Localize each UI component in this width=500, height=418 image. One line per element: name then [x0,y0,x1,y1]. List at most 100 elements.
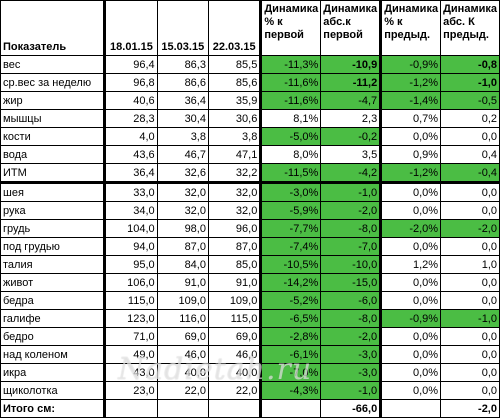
cell-indicator[interactable]: бедро [0,327,107,346]
cell-pct-prev[interactable]: 0,7% [380,109,442,128]
total-empty[interactable] [104,399,158,418]
cell-date-3[interactable]: 85,6 [207,73,263,92]
cell-abs-prev[interactable]: 1,0 [440,255,500,274]
cell-pct-prev[interactable]: -1,2% [380,163,442,183]
cell-indicator[interactable]: ср.вес за неделю [0,73,107,92]
cell-abs-first[interactable]: -4,2 [320,163,383,183]
cell-pct-prev[interactable]: 1,2% [380,255,442,274]
header-date-1[interactable]: 18.01.15 [104,0,158,56]
cell-abs-prev[interactable]: 0,0 [440,381,500,400]
cell-abs-prev[interactable]: 0,0 [440,201,500,220]
cell-date-1[interactable]: 115,0 [104,291,158,310]
cell-pct-first[interactable]: -5,0% [260,127,322,146]
cell-abs-first[interactable]: -0,2 [320,127,383,146]
cell-date-1[interactable]: 106,0 [104,273,158,292]
cell-abs-prev[interactable]: 0,0 [440,181,500,202]
header-abs-first[interactable]: Динамика абс.к первой [320,0,383,56]
cell-date-2[interactable]: 98,0 [156,219,209,238]
cell-indicator[interactable]: икра [0,363,107,382]
cell-date-3[interactable]: 85,0 [207,255,263,274]
cell-abs-prev[interactable]: 0,0 [440,273,500,292]
cell-pct-first[interactable]: 8,1% [260,109,322,128]
header-date-3[interactable]: 22.03.15 [207,0,263,56]
cell-date-2[interactable]: 30,4 [156,109,209,128]
cell-pct-prev[interactable]: 0,9% [380,145,442,164]
header-pct-prev[interactable]: Динамика % к предыд. [380,0,442,56]
cell-abs-first[interactable]: -2,0 [320,327,383,346]
cell-abs-prev[interactable]: -1,0 [440,73,500,92]
cell-indicator[interactable]: щиколотка [0,381,107,400]
cell-abs-first[interactable]: -8,0 [320,309,383,328]
total-empty[interactable] [260,399,322,418]
cell-abs-first[interactable]: -11,2 [320,73,383,92]
cell-pct-first[interactable]: -5,9% [260,201,322,220]
cell-date-2[interactable]: 116,0 [156,309,209,328]
cell-indicator[interactable]: рука [0,201,107,220]
cell-abs-first[interactable]: -4,7 [320,91,383,110]
cell-pct-prev[interactable]: -0,9% [380,55,442,74]
cell-date-3[interactable]: 115,0 [207,309,263,328]
cell-date-2[interactable]: 84,0 [156,255,209,274]
cell-date-3[interactable]: 22,0 [207,381,263,400]
cell-pct-first[interactable]: -11,6% [260,73,322,92]
cell-date-3[interactable]: 35,9 [207,91,263,110]
cell-pct-first[interactable]: -3,0% [260,181,322,202]
cell-date-2[interactable]: 86,6 [156,73,209,92]
cell-date-1[interactable]: 96,8 [104,73,158,92]
cell-pct-first[interactable]: -5,2% [260,291,322,310]
cell-date-3[interactable]: 3,8 [207,127,263,146]
cell-pct-first[interactable]: -4,3% [260,381,322,400]
cell-pct-first[interactable]: -14,2% [260,273,322,292]
cell-pct-first[interactable]: -11,3% [260,55,322,74]
cell-date-1[interactable]: 28,3 [104,109,158,128]
cell-pct-prev[interactable]: 0,0% [380,381,442,400]
cell-indicator[interactable]: грудь [0,219,107,238]
header-pct-first[interactable]: Динамика % к первой [260,0,322,56]
cell-date-3[interactable]: 30,6 [207,109,263,128]
cell-date-1[interactable]: 43,0 [104,363,158,382]
cell-date-3[interactable]: 46,0 [207,345,263,364]
cell-abs-prev[interactable]: 0,0 [440,345,500,364]
cell-pct-prev[interactable]: 0,0% [380,273,442,292]
cell-abs-prev[interactable]: 0,4 [440,145,500,164]
cell-date-3[interactable]: 85,5 [207,55,263,74]
cell-indicator[interactable]: вес [0,55,107,74]
cell-date-1[interactable]: 33,0 [104,181,158,202]
cell-pct-prev[interactable]: 0,0% [380,363,442,382]
total-abs-first[interactable]: -66,0 [320,399,383,418]
cell-date-1[interactable]: 94,0 [104,237,158,256]
cell-date-1[interactable]: 4,0 [104,127,158,146]
cell-abs-first[interactable]: -10,9 [320,55,383,74]
cell-abs-prev[interactable]: -0,8 [440,55,500,74]
cell-date-3[interactable]: 91,0 [207,273,263,292]
cell-date-2[interactable]: 109,0 [156,291,209,310]
total-abs-prev[interactable]: -2,0 [440,399,500,418]
cell-pct-prev[interactable]: -0,9% [380,309,442,328]
cell-indicator[interactable]: под грудью [0,237,107,256]
cell-pct-prev[interactable]: -2,0% [380,219,442,238]
cell-date-1[interactable]: 43,6 [104,145,158,164]
cell-abs-prev[interactable]: 0,0 [440,127,500,146]
cell-pct-prev[interactable]: 0,0% [380,327,442,346]
cell-indicator[interactable]: кости [0,127,107,146]
cell-date-2[interactable]: 22,0 [156,381,209,400]
cell-date-3[interactable]: 32,2 [207,163,263,183]
cell-indicator[interactable]: вода [0,145,107,164]
cell-indicator[interactable]: шея [0,181,107,202]
cell-date-2[interactable]: 3,8 [156,127,209,146]
cell-abs-prev[interactable]: 0,2 [440,109,500,128]
cell-pct-first[interactable]: -11,5% [260,163,322,183]
cell-date-3[interactable]: 32,0 [207,181,263,202]
cell-pct-first[interactable]: -11,6% [260,91,322,110]
cell-abs-first[interactable]: -3,0 [320,345,383,364]
total-empty[interactable] [380,399,442,418]
cell-abs-first[interactable]: -1,0 [320,381,383,400]
cell-abs-prev[interactable]: -0,4 [440,163,500,183]
cell-date-1[interactable]: 36,4 [104,163,158,183]
cell-indicator[interactable]: жир [0,91,107,110]
header-date-2[interactable]: 15.03.15 [156,0,209,56]
cell-date-1[interactable]: 96,4 [104,55,158,74]
cell-abs-first[interactable]: 3,5 [320,145,383,164]
cell-date-2[interactable]: 46,7 [156,145,209,164]
cell-pct-prev[interactable]: 0,0% [380,237,442,256]
